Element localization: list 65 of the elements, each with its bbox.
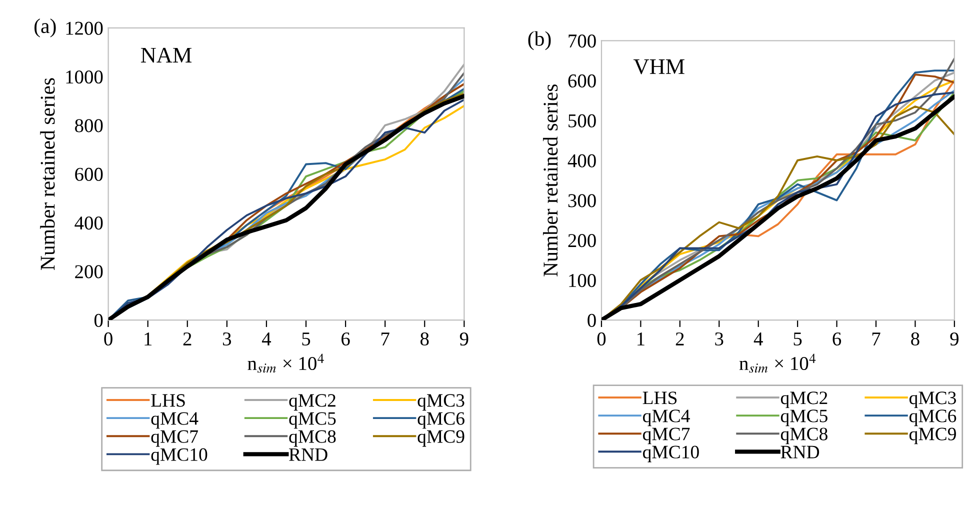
x-tick-label: 4 [262,332,272,346]
legend-label: qMC4 [151,412,198,429]
legend-label: qMC2 [289,394,336,411]
x-tick-label: 5 [302,332,310,346]
x-tick-label: 0 [104,332,112,346]
y-tick-label: 100 [569,274,596,288]
x-axis-title: n$_{sim}$ × 10$^{4}$ [248,354,324,373]
legend-label: qMC5 [289,412,336,429]
legend-label: qMC3 [418,394,464,411]
y-tick-label: 600 [568,74,596,88]
legend-label: qMC2 [780,392,828,408]
legend-label: RND [780,446,820,458]
legend-label: qMC7 [642,428,690,444]
x-tick-label: 3 [222,332,232,346]
legend-label: qMC8 [780,428,828,444]
y-tick-label: 200 [75,265,103,278]
x-tick-label: 7 [382,332,390,346]
annotation: VHM [633,59,684,74]
x-tick-label: 1 [144,332,152,346]
x-tick-label: 8 [420,332,429,346]
legend-label: qMC3 [909,392,956,408]
legend-label: RND [289,448,328,461]
y-tick-label: 700 [568,34,596,48]
legend-label: qMC7 [151,430,198,447]
annotation: NAM [140,48,192,62]
y-axis-title: Number retained series [40,78,55,270]
legend-label: LHS [642,392,677,404]
y-axis-title: Number retained series [542,84,558,276]
x-tick-label: 3 [715,332,724,346]
x-tick-label: 7 [872,332,880,346]
y-tick-label: 600 [75,168,103,181]
legend-label: qMC10 [151,448,208,465]
legend-label: qMC10 [642,446,699,462]
x-tick-label: 6 [832,332,842,346]
y-tick-label: 1200 [66,22,103,35]
legend-label: LHS [151,394,185,407]
y-tick-label: 300 [568,194,596,208]
legend-label: qMC8 [289,430,336,447]
legend-label: qMC9 [909,428,956,444]
legend-label: qMC5 [780,410,828,426]
y-tick-label: 400 [568,154,596,168]
y-tick-label: 200 [568,234,596,248]
x-tick-label: 5 [794,332,802,346]
x-tick-label: 9 [950,332,958,346]
x-tick-label: 4 [754,332,763,346]
x-tick-label: 8 [911,332,920,346]
x-tick-label: 0 [597,332,606,346]
legend-label: qMC6 [909,410,956,426]
legend-label: qMC9 [418,430,464,447]
x-tick-label: 9 [460,332,468,346]
y-tick-label: 1000 [66,70,103,84]
legend-label: qMC4 [642,410,690,426]
x-tick-label: 6 [342,332,350,346]
x-tick-label: 1 [638,332,644,346]
y-tick-label: 0 [588,314,596,327]
x-tick-label: 2 [183,332,192,346]
legend-label: qMC6 [418,412,464,429]
y-tick-label: 400 [74,216,103,230]
y-tick-label: 0 [94,314,103,327]
y-tick-label: 800 [75,119,103,132]
x-tick-label: 2 [676,332,684,346]
x-axis-title: n$_{sim}$ × 10$^{4}$ [739,354,816,373]
y-tick-label: 500 [568,114,596,128]
chart-title: (a) [34,18,56,38]
chart-title: (b) [528,31,551,50]
